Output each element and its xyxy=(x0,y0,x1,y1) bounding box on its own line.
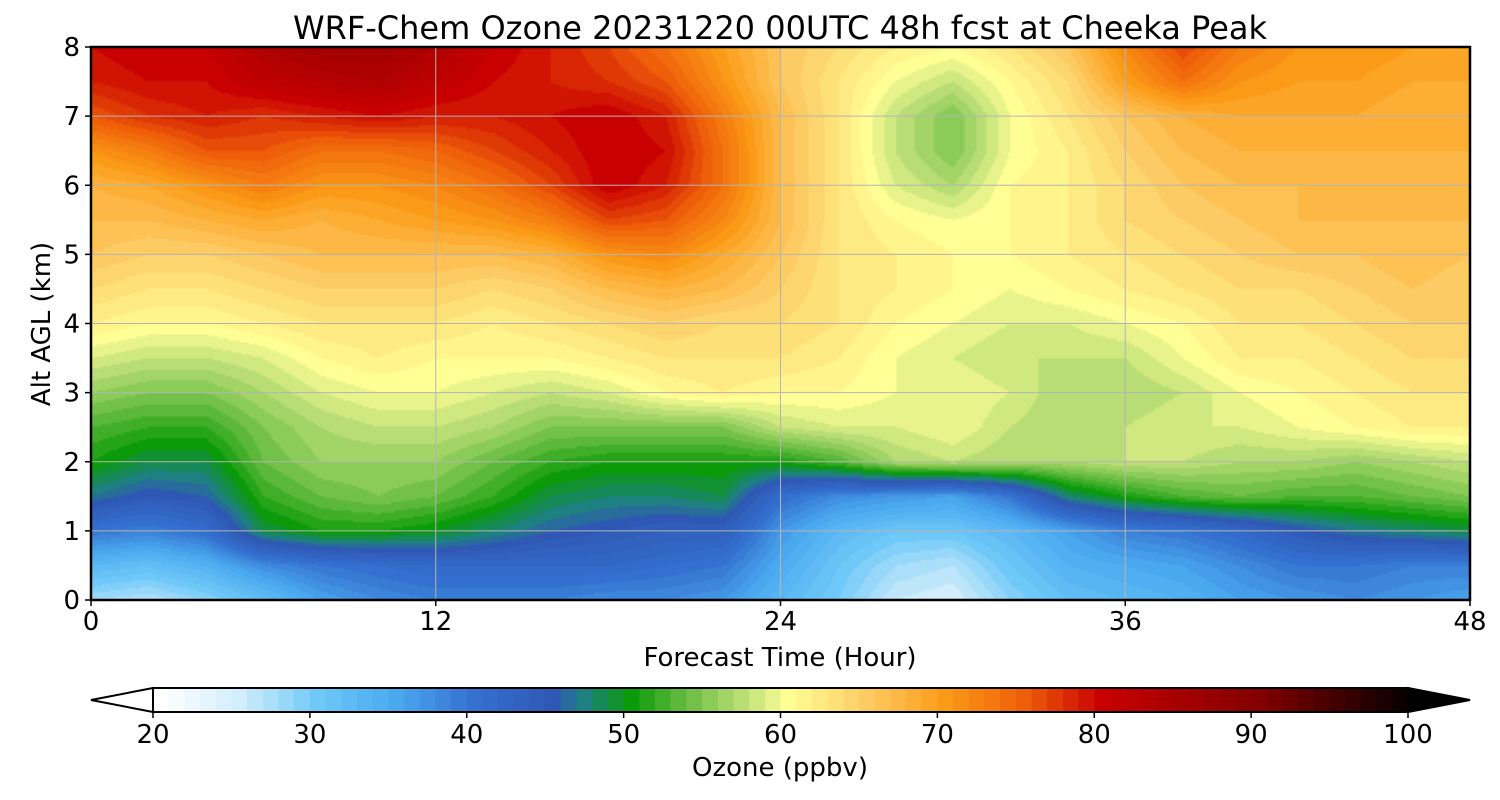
y-tick-label: 1 xyxy=(63,517,80,547)
colorbar-tick-label: 80 xyxy=(1078,720,1111,750)
colorbar-label: Ozone (ppbv) xyxy=(692,753,868,783)
colorbar-extend-high xyxy=(1407,686,1471,714)
chart-title: WRF-Chem Ozone 20231220 00UTC 48h fcst a… xyxy=(293,9,1268,47)
y-tick-label: 8 xyxy=(63,33,80,63)
colorbar-gradient xyxy=(153,688,1408,712)
y-tick-label: 2 xyxy=(63,448,80,478)
colorbar-extend-low xyxy=(90,686,154,714)
colorbar-tick-label: 40 xyxy=(450,720,483,750)
plot-area xyxy=(89,45,1472,602)
x-axis-label: Forecast Time (Hour) xyxy=(643,643,916,673)
x-tick-label: 0 xyxy=(83,607,100,637)
colorbar-ticks: 20 30 40 50 60 70 80 90 100 xyxy=(136,712,1433,750)
y-axis-label: Alt AGL (km) xyxy=(27,242,57,406)
colorbar-tick-label: 30 xyxy=(293,720,326,750)
y-tick-label: 0 xyxy=(63,586,80,616)
colorbar-tick-label: 90 xyxy=(1235,720,1268,750)
y-tick-label: 4 xyxy=(63,310,80,340)
colorbar-tick-label: 20 xyxy=(136,720,169,750)
x-tick-label: 24 xyxy=(764,607,797,637)
colorbar-tick-label: 50 xyxy=(607,720,640,750)
x-axis: 0 12 24 36 48 xyxy=(83,600,1487,637)
x-tick-label: 48 xyxy=(1453,607,1486,637)
x-tick-label: 36 xyxy=(1109,607,1142,637)
y-tick-label: 5 xyxy=(63,240,80,270)
y-tick-label: 7 xyxy=(63,102,80,132)
y-axis: 0 1 2 3 4 5 6 7 8 xyxy=(63,33,91,616)
x-tick-label: 12 xyxy=(419,607,452,637)
colorbar-tick-label: 100 xyxy=(1383,720,1433,750)
grid-lines xyxy=(91,47,1470,600)
colorbar: 20 30 40 50 60 70 80 90 100 Ozone (ppbv) xyxy=(90,686,1471,783)
colorbar-tick-label: 60 xyxy=(764,720,797,750)
colorbar-tick-label: 70 xyxy=(921,720,954,750)
y-tick-label: 3 xyxy=(63,379,80,409)
y-tick-label: 6 xyxy=(63,171,80,201)
